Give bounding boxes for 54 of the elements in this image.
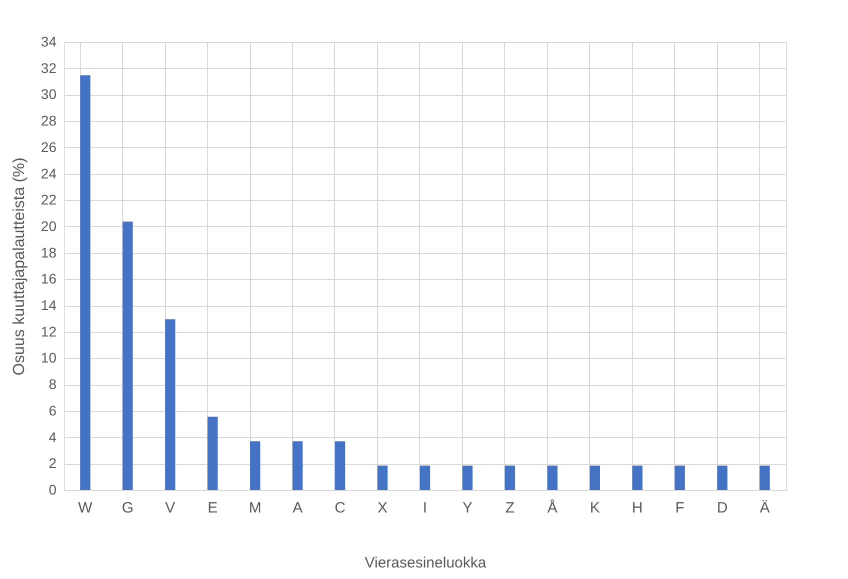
bar [165, 319, 176, 490]
y-tick-label: 34 [40, 34, 57, 50]
x-tick-label: C [334, 500, 346, 516]
y-tick-label: 2 [48, 455, 57, 472]
y-tick-label: 14 [40, 297, 57, 314]
bar [250, 441, 260, 490]
x-tick-label: K [590, 500, 600, 516]
bar [717, 466, 728, 490]
y-tick-label: 18 [40, 244, 57, 260]
x-tick-label: E [208, 500, 218, 516]
bar [334, 441, 346, 490]
y-tick-label: 26 [40, 138, 57, 155]
bar [208, 416, 218, 490]
bar [122, 222, 133, 490]
bar [377, 466, 388, 490]
y-tick-label: 6 [48, 402, 57, 418]
y-tick-label: 28 [40, 112, 57, 129]
y-axis-title: Osuus kuuttajapalautteista (%) [10, 158, 28, 376]
y-tick-label: 16 [40, 270, 57, 287]
y-tick-label: 24 [40, 165, 57, 182]
y-tick-label: 32 [40, 60, 57, 76]
bar [462, 466, 473, 490]
bar [292, 441, 303, 490]
x-tick-label: A [292, 500, 303, 516]
bar [632, 466, 642, 490]
bar [760, 466, 770, 490]
x-tick-label: M [248, 500, 262, 516]
y-tick-label: 4 [48, 428, 57, 445]
y-tick-label: 22 [40, 192, 57, 208]
bar [420, 466, 430, 490]
y-tick-label: 12 [40, 323, 57, 340]
x-tick-label: Å [547, 498, 558, 516]
bar [590, 466, 600, 490]
x-tick-label: G [122, 500, 134, 516]
x-tick-label: W [78, 500, 94, 516]
y-tick-label: 10 [40, 350, 57, 366]
x-tick-label: I [422, 500, 428, 516]
y-tick-label: 0 [48, 482, 57, 498]
x-tick-label: V [165, 500, 176, 516]
bar [504, 466, 516, 490]
bar [80, 75, 90, 490]
bar [547, 466, 558, 490]
bar [674, 466, 685, 490]
y-tick-label: 8 [48, 376, 57, 392]
x-tick-label: D [716, 500, 728, 516]
x-tick-label: F [675, 500, 684, 516]
x-tick-label: Ä [760, 500, 770, 516]
x-tick-label: H [632, 500, 643, 516]
y-tick-label: 30 [40, 86, 57, 102]
x-tick-label: Y [462, 500, 472, 516]
y-tick-label: 20 [40, 218, 57, 234]
x-tick-label: Z [505, 500, 515, 516]
x-axis-title: Vierasesineluokka [364, 554, 487, 572]
x-tick-label: X [378, 500, 388, 516]
